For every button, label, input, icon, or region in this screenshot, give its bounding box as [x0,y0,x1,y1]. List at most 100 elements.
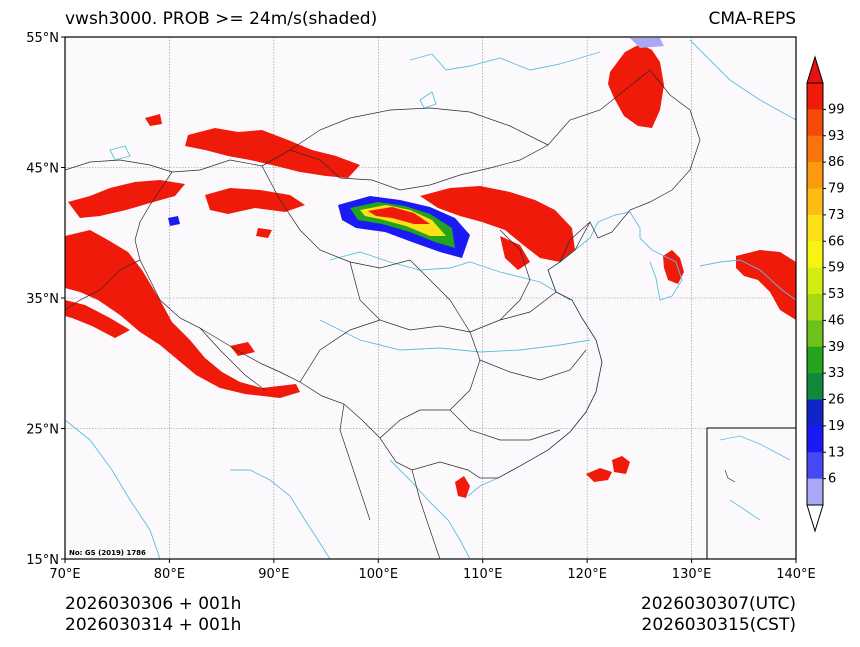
shade-altai [205,188,305,214]
border-kazakh [65,159,173,173]
colorbar-swatch [807,373,823,400]
shade-tibet-west [65,230,300,398]
lat-tick-label: 25°N [26,423,59,438]
border-province-6 [449,409,561,441]
border-india [65,259,141,311]
shade-inner-mongolia-b [500,236,530,270]
colorbar-swatch [807,162,823,189]
colorbar-swatch [807,294,823,321]
shade-hainan [455,476,470,498]
lon-tick-label: 70°E [49,567,80,582]
border-province-1 [261,165,411,269]
chart-title: vwsh3000. PROB >= 24m/s(shaded) [65,9,378,29]
colorbar-swatch [807,241,823,269]
colorbar-swatch [807,267,823,295]
shade-speckle-3 [256,228,272,238]
colorbar-label: 93 [828,129,845,144]
inset-south-china-sea [706,427,797,560]
model-name: CMA-REPS [708,9,796,29]
coast-india [65,419,161,559]
colorbar-swatch [807,399,823,427]
coast-okhotsk [689,39,796,121]
colorbar: 99 93 86 79 73 66 59 53 46 39 33 26 19 13 6 [806,55,845,533]
lon-tick-label: 90°E [258,567,289,582]
valid-time-cst: 2026030315(CST) [641,615,796,635]
colorbar-swatch [807,83,823,110]
shade-tibet-west-2 [65,300,130,338]
shade-speckle-1 [145,114,162,126]
gridlines [65,37,796,559]
lon-tick-label: 110°E [463,567,503,582]
longitude-axis: 70°E 80°E 90°E 100°E 110°E 120°E 130°E 140°E [49,559,816,582]
border-nepal [199,327,266,391]
probability-shading [65,38,796,498]
shade-hexi-red [368,207,430,224]
border-province-4 [469,291,557,333]
lon-tick-label: 80°E [154,567,185,582]
shade-southchina-a [586,468,612,482]
lon-tick-label: 120°E [567,567,607,582]
colorbar-swatch [807,320,823,348]
colorbar-swatch [807,214,823,242]
colorbar-label: 66 [828,234,845,249]
colorbar-label: 6 [828,472,836,487]
colorbar-swatch [807,109,823,137]
shade-japan [736,250,796,320]
colorbar-label: 59 [828,261,845,276]
border-province-9 [499,229,531,321]
shade-inner-mongolia [420,186,575,262]
colorbar-min-arrow [806,504,824,533]
shade-speckle-2 [230,342,255,356]
border-vietnam [411,469,441,559]
shade-tianshan [185,128,360,178]
colorbar-swatch [807,478,823,506]
colorbar-label: 19 [828,419,845,434]
colorbar-label: 86 [828,155,845,170]
colorbar-label: 39 [828,340,845,355]
river-lake-2 [419,91,437,109]
border-china [134,69,701,479]
lat-tick-label: 15°N [26,553,59,568]
border-myanmar [339,403,371,521]
coast-bengal [230,469,331,559]
colorbar-swatch [807,425,823,453]
init-time-cst: 2026030314 + 001h [65,615,242,635]
valid-time-utc: 2026030307(UTC) [640,594,796,614]
lat-tick-label: 35°N [26,292,59,307]
border-province-5 [479,349,587,381]
shade-speckle-4 [168,216,180,226]
inset-border [724,469,736,483]
shade-southchina-b [612,456,630,474]
colorbar-swatch [807,452,823,480]
river-lake-1 [109,145,131,161]
border-province-8 [299,319,381,383]
init-time-utc: 2026030306 + 001h [65,594,242,614]
colorbar-max-arrow [806,55,824,84]
shade-kazakh [68,180,185,218]
colorbar-label: 46 [828,313,845,328]
borders [65,69,701,559]
colorbar-label: 33 [828,366,845,381]
lon-tick-label: 100°E [359,567,399,582]
border-mongolia [261,107,549,167]
colorbar-label: 99 [828,102,845,117]
border-province-2 [349,261,471,333]
colorbar-label: 13 [828,445,845,460]
coast-north [409,51,601,71]
river-yangtze [319,319,591,353]
inset-coast-2 [729,499,761,521]
colorbar-swatch [807,135,823,163]
river-yellow [329,251,571,301]
map-layers [65,37,796,559]
shade-speckle-5 [630,38,664,48]
lon-tick-label: 140°E [776,567,816,582]
map-approval-number: No: GS (2019) 1786 [69,549,146,557]
colorbar-swatch [807,346,823,374]
shade-heilongjiang [608,44,664,128]
colorbar-label: 73 [828,208,845,223]
inset-coast [719,435,791,461]
lat-tick-label: 55°N [26,31,59,46]
colorbar-swatch [807,188,823,216]
lat-tick-label: 45°N [26,162,59,177]
